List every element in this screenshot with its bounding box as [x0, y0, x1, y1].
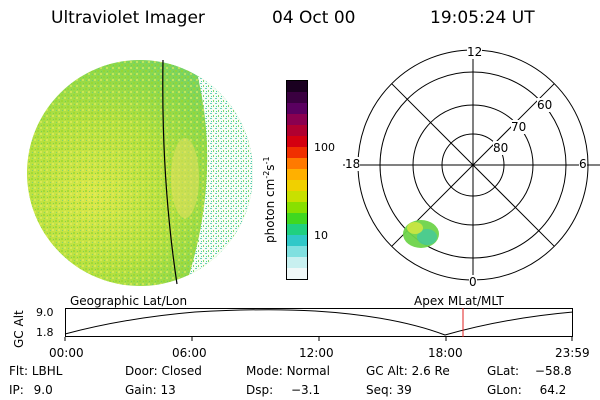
gc-alt-axis-label: GC Alt [12, 310, 26, 348]
glon-info: GLon: 64.2 [487, 383, 566, 397]
colorbar-tick-100: 100 [314, 141, 335, 154]
mlat-60-label: 60 [537, 98, 553, 112]
door-value: Closed [161, 364, 202, 378]
x-tick-0600: 06:00 [172, 346, 207, 360]
colorbar-segment [287, 92, 307, 103]
colorbar-exp-1: -2 [262, 170, 271, 179]
apex-label: Apex MLat/MLT [414, 294, 504, 308]
gain-label: Gain: [125, 383, 157, 397]
ip-value: 9.0 [33, 383, 53, 397]
seq-value: 39 [396, 383, 412, 397]
gain-info: Gain: 13 [125, 383, 176, 397]
colorbar-segment [287, 81, 307, 92]
colorbar-segment [287, 246, 307, 257]
ip-label: IP: [9, 383, 24, 397]
time-label: 19:05:24 UT [430, 8, 535, 28]
colorbar-unit: photon cm [263, 178, 277, 243]
colorbar-unit-s: s [263, 164, 277, 171]
polar-plot [343, 49, 600, 281]
colorbar-segment [287, 136, 307, 147]
glat-value: −58.8 [534, 364, 572, 378]
colorbar-segment [287, 180, 307, 191]
filter-info: Flt: LBHL [9, 364, 62, 378]
colorbar-segment [287, 202, 307, 213]
instrument-title: Ultraviolet Imager [51, 8, 205, 28]
y-tick-1-8: 1.8 [36, 326, 54, 339]
filter-value: LBHL [31, 364, 63, 378]
mlat-80-label: 80 [493, 141, 509, 155]
colorbar-segment [287, 257, 307, 268]
colorbar [286, 80, 308, 280]
colorbar-segment [287, 114, 307, 125]
glon-value: 64.2 [539, 383, 567, 397]
y-tick-9: 9.0 [36, 306, 54, 319]
dsp-label: Dsp: [246, 383, 274, 397]
mode-label: Mode: [246, 364, 283, 378]
colorbar-label: photon cm-2s-1 [262, 156, 277, 243]
colorbar-segment [287, 191, 307, 202]
dsp-info: Dsp: −3.1 [246, 383, 320, 397]
seq-info: Seq: 39 [366, 383, 412, 397]
seq-label: Seq: [366, 383, 393, 397]
mlt-18-label: 18 [345, 157, 361, 171]
date-label: 04 Oct 00 [272, 8, 356, 28]
colorbar-segment [287, 169, 307, 180]
ip-info: IP: 9.0 [9, 383, 53, 397]
mode-info: Mode: Normal [246, 364, 330, 378]
gc-alt-label: GC Alt: [366, 364, 408, 378]
colorbar-tick-10: 10 [314, 229, 328, 242]
glat-label: GLat: [487, 364, 520, 378]
filter-label: Flt: [9, 364, 28, 378]
glat-info: GLat: −58.8 [487, 364, 572, 378]
dsp-value: −3.1 [290, 383, 321, 397]
colorbar-exp-2: -1 [262, 156, 271, 165]
glon-label: GLon: [487, 383, 522, 397]
x-tick-1800: 18:00 [428, 346, 463, 360]
colorbar-segment [287, 235, 307, 246]
mlt-12-label: 12 [467, 45, 483, 59]
x-tick-1200: 12:00 [299, 346, 334, 360]
mlt-6-label: 6 [579, 157, 587, 171]
mlt-0-label: 0 [469, 275, 477, 289]
gain-value: 13 [160, 383, 176, 397]
mode-value: Normal [286, 364, 330, 378]
door-info: Door: Closed [125, 364, 202, 378]
uv-image-disk [27, 59, 253, 286]
altitude-timeline [64, 308, 574, 341]
colorbar-segment [287, 125, 307, 136]
mlat-70-label: 70 [511, 120, 527, 134]
colorbar-segment [287, 224, 307, 235]
x-tick-2359: 23:59 [555, 346, 590, 360]
colorbar-segment [287, 158, 307, 169]
colorbar-segment [287, 213, 307, 224]
gc-alt-value: 2.6 Re [411, 364, 450, 378]
colorbar-segment [287, 268, 307, 279]
gc-alt-info: GC Alt: 2.6 Re [366, 364, 450, 378]
door-label: Door: [125, 364, 158, 378]
x-tick-0000: 00:00 [49, 346, 84, 360]
colorbar-segment [287, 147, 307, 158]
colorbar-segment [287, 103, 307, 114]
geographic-label: Geographic Lat/Lon [70, 294, 188, 308]
